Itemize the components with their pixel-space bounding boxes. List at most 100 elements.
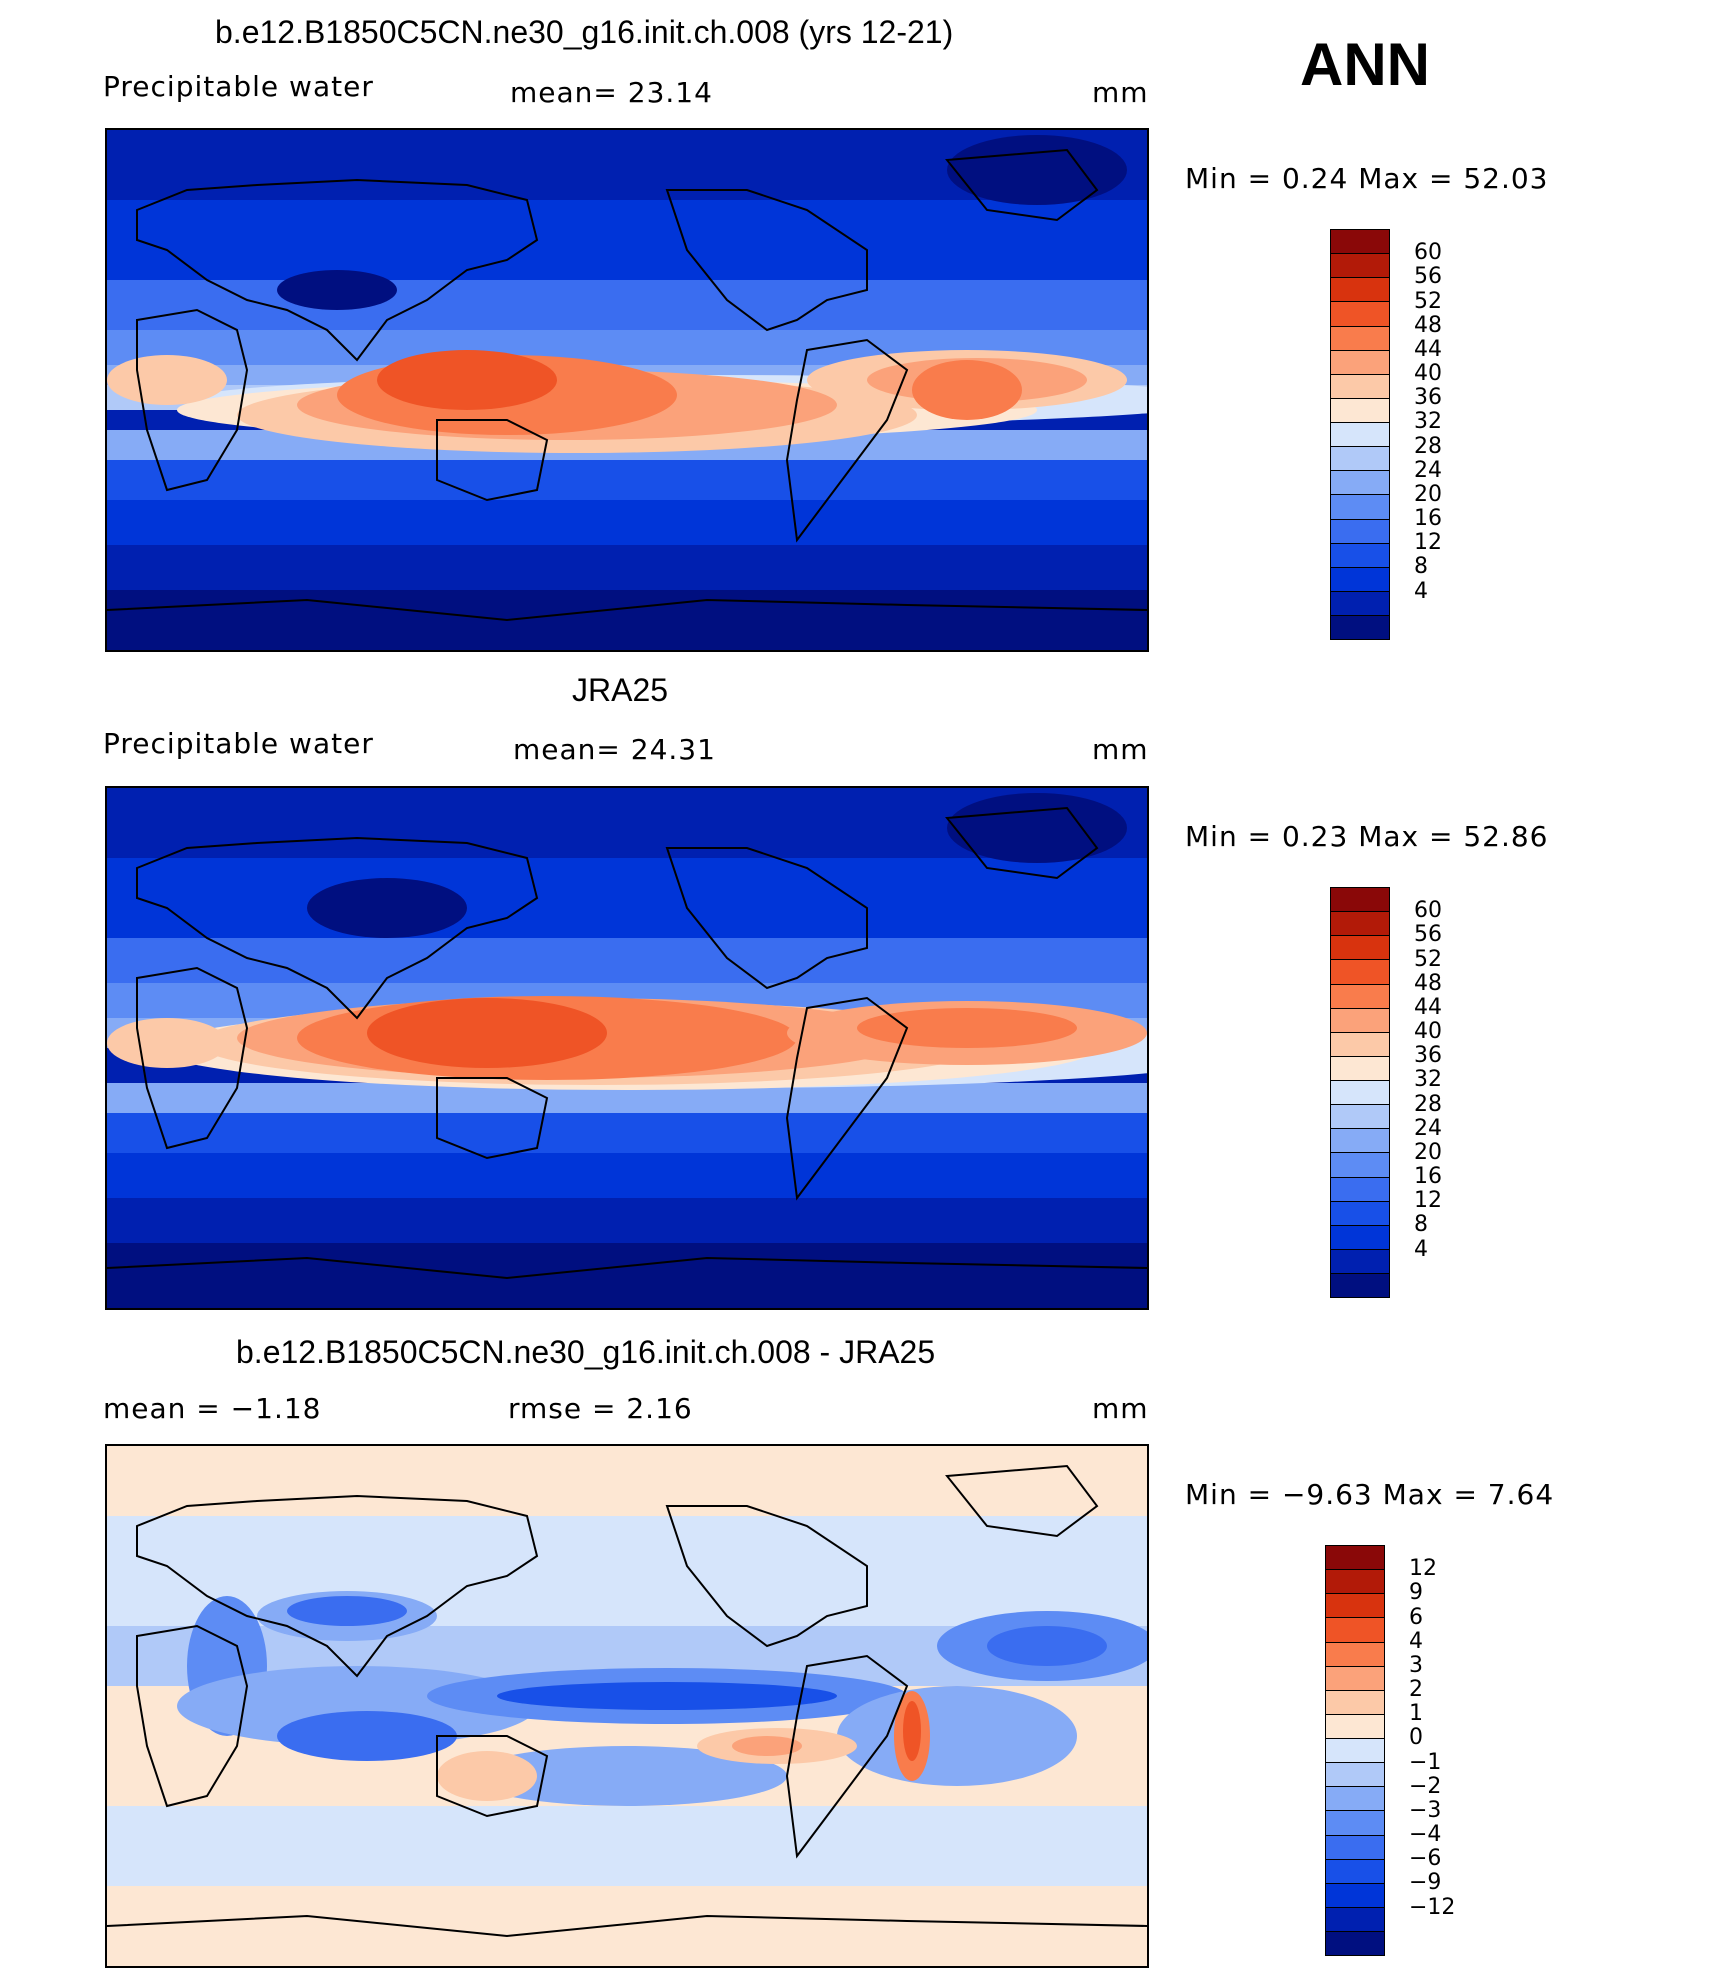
colorbar-swatch <box>1331 912 1389 937</box>
colorbar-tick-label: 12 <box>1414 530 1442 556</box>
colorbar-swatch <box>1326 1835 1384 1860</box>
colorbar-tick-label: 40 <box>1414 361 1442 387</box>
colorbar-swatch <box>1331 1153 1389 1178</box>
panel2-left-label: Precipitable water <box>103 727 374 760</box>
panel2-mean-label: mean= 24.31 <box>513 733 716 766</box>
colorbar-tick-label: −2 <box>1409 1773 1442 1799</box>
panel1-map <box>105 128 1149 652</box>
colorbar-swatch <box>1331 1032 1389 1057</box>
season-label: ANN <box>1300 31 1430 98</box>
panel2-title: JRA25 <box>572 672 669 708</box>
colorbar-swatch <box>1331 1081 1389 1106</box>
colorbar-swatch <box>1331 984 1389 1009</box>
colorbar-tick-label: 6 <box>1409 1604 1423 1630</box>
colorbar-swatch <box>1331 326 1389 351</box>
colorbar-swatch <box>1326 1594 1384 1619</box>
colorbar-swatch <box>1331 302 1389 327</box>
colorbar-tick-label: 12 <box>1409 1556 1437 1582</box>
panel3-map <box>105 1444 1149 1968</box>
panel2-map <box>105 786 1149 1310</box>
colorbar-tick-label: 48 <box>1414 312 1442 338</box>
panel3-mean-label: mean = −1.18 <box>103 1392 322 1425</box>
panel1-minmax: Min = 0.24 Max = 52.03 <box>1185 162 1549 195</box>
colorbar-tick-label: 36 <box>1414 385 1442 411</box>
colorbar-tick-label: 44 <box>1414 994 1442 1020</box>
colorbar-tick-label: 28 <box>1414 433 1442 459</box>
colorbar-swatch <box>1326 1739 1384 1764</box>
colorbar-tick-label: 4 <box>1414 1236 1428 1262</box>
colorbar-swatch <box>1331 960 1389 985</box>
colorbar-tick-label: 16 <box>1414 1164 1442 1190</box>
colorbar-tick-label: 8 <box>1414 1212 1428 1238</box>
colorbar-swatch <box>1331 888 1389 913</box>
colorbar-tick-label: 16 <box>1414 506 1442 532</box>
panel3-rmse-label: rmse = 2.16 <box>508 1392 693 1425</box>
colorbar-swatch <box>1331 1105 1389 1130</box>
colorbar-tick-label: 20 <box>1414 481 1442 507</box>
colorbar-tick-label: 56 <box>1414 922 1442 948</box>
colorbar-swatch <box>1331 591 1389 616</box>
colorbar-tick-label: −6 <box>1409 1846 1442 1872</box>
colorbar-swatch <box>1326 1932 1384 1956</box>
colorbar-swatch <box>1326 1690 1384 1715</box>
colorbar-swatch <box>1331 1249 1389 1274</box>
colorbar-swatch <box>1326 1666 1384 1691</box>
colorbar-tick-label: 0 <box>1409 1725 1423 1751</box>
colorbar-swatch <box>1331 1177 1389 1202</box>
colorbar-swatch <box>1326 1642 1384 1667</box>
colorbar-swatch <box>1326 1787 1384 1812</box>
panel2-units: mm <box>1092 733 1149 766</box>
colorbar-swatch <box>1331 254 1389 279</box>
colorbar-swatch <box>1326 1546 1384 1571</box>
colorbar-swatch <box>1326 1907 1384 1932</box>
colorbar-tick-label: 3 <box>1409 1652 1423 1678</box>
colorbar-tick-label: 12 <box>1414 1188 1442 1214</box>
panel1-mean-label: mean= 23.14 <box>510 76 713 109</box>
colorbar-tick-label: −12 <box>1409 1894 1456 1920</box>
colorbar-tick-label: −3 <box>1409 1797 1442 1823</box>
colorbar-swatch <box>1326 1883 1384 1908</box>
colorbar-tick-label: 24 <box>1414 1115 1442 1141</box>
colorbar-swatch <box>1331 374 1389 399</box>
colorbar-tick-label: 56 <box>1414 264 1442 290</box>
colorbar-swatch <box>1331 936 1389 961</box>
colorbar-swatch <box>1326 1859 1384 1884</box>
colorbar-tick-label: 2 <box>1409 1677 1423 1703</box>
panel1-title: b.e12.B1850C5CN.ne30_g16.init.ch.008 (yr… <box>215 14 954 50</box>
panel2-minmax: Min = 0.23 Max = 52.86 <box>1185 820 1549 853</box>
colorbar-tick-label: 36 <box>1414 1043 1442 1069</box>
panel3-minmax: Min = −9.63 Max = 7.64 <box>1185 1478 1555 1511</box>
colorbar-swatch <box>1331 350 1389 375</box>
colorbar-swatch <box>1331 1008 1389 1033</box>
colorbar-tick-label: 40 <box>1414 1019 1442 1045</box>
colorbar-tick-label: 60 <box>1414 240 1442 266</box>
colorbar-tick-label: 8 <box>1414 554 1428 580</box>
colorbar-tick-label: 28 <box>1414 1091 1442 1117</box>
colorbar-swatch <box>1331 1225 1389 1250</box>
colorbar-tick-label: 20 <box>1414 1139 1442 1165</box>
colorbar-swatch <box>1331 423 1389 448</box>
colorbar-swatch <box>1331 1274 1389 1298</box>
colorbar-tick-label: 4 <box>1409 1628 1423 1654</box>
colorbar-tick-label: 24 <box>1414 457 1442 483</box>
colorbar-swatch <box>1331 1201 1389 1226</box>
colorbar-swatch <box>1331 543 1389 568</box>
colorbar-tick-label: 52 <box>1414 946 1442 972</box>
panel3-units: mm <box>1092 1392 1149 1425</box>
colorbar-swatch <box>1331 398 1389 423</box>
colorbar-tick-label: 1 <box>1409 1701 1423 1727</box>
panel1-colorbar <box>1330 229 1390 640</box>
colorbar-swatch <box>1331 278 1389 303</box>
colorbar-tick-label: −4 <box>1409 1822 1442 1848</box>
colorbar-swatch <box>1331 1056 1389 1081</box>
colorbar-tick-label: 44 <box>1414 336 1442 362</box>
colorbar-swatch <box>1331 447 1389 472</box>
colorbar-swatch <box>1326 1714 1384 1739</box>
colorbar-swatch <box>1326 1570 1384 1595</box>
colorbar-tick-label: 60 <box>1414 898 1442 924</box>
colorbar-swatch <box>1331 519 1389 544</box>
panel1-units: mm <box>1092 76 1149 109</box>
panel2-colorbar <box>1330 887 1390 1298</box>
colorbar-tick-label: 48 <box>1414 970 1442 996</box>
panel3-colorbar <box>1325 1545 1385 1956</box>
